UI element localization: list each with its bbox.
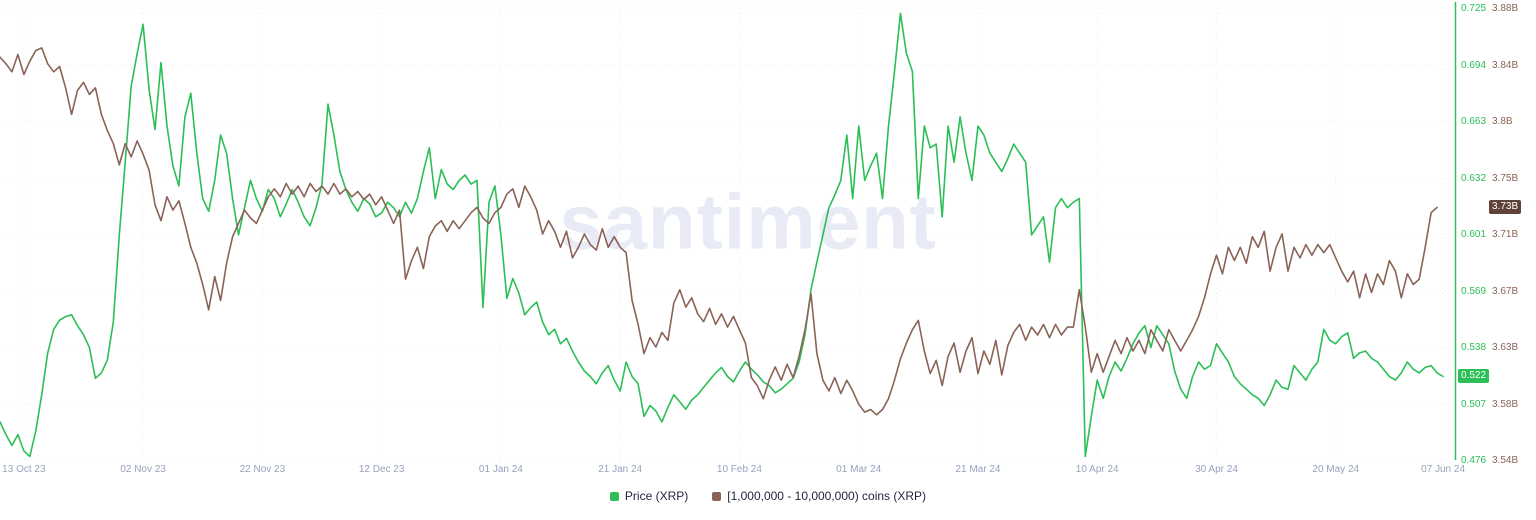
coins-tick-label: 3.63B xyxy=(1492,342,1519,353)
price-tick-label: 0.507 xyxy=(1461,398,1487,410)
price-current-value-badge: 0.522 xyxy=(1458,369,1490,384)
price-tick-label: 0.663 xyxy=(1461,116,1487,127)
date-tick-label: 21 Jan 24 xyxy=(598,464,643,475)
legend-label-coins: [1,000,000 - 10,000,000) coins (XRP) xyxy=(727,489,927,503)
coins-tick-label: 3.67B xyxy=(1492,285,1519,297)
price-tick-label: 0.725 xyxy=(1461,3,1487,14)
legend-label-price: Price (XRP) xyxy=(624,489,689,503)
date-tick-label: 12 Dec 23 xyxy=(358,464,405,475)
date-tick-label: 30 Apr 24 xyxy=(1195,464,1238,475)
legend: Price (XRP) [1,000,000 - 10,000,000) coi… xyxy=(0,489,1536,503)
coins-tick-label: 3.75B xyxy=(1492,172,1519,184)
date-tick-label: 02 Nov 23 xyxy=(120,464,166,475)
coins-tick-label: 3.54B xyxy=(1492,455,1519,466)
coins-series-swatch xyxy=(712,491,722,501)
coins-tick-label: 3.8B xyxy=(1492,116,1513,127)
coins-tick-label: 3.84B xyxy=(1492,59,1519,71)
coins-tick-label: 3.71B xyxy=(1492,229,1519,240)
coins-tick-label: 3.58B xyxy=(1492,398,1519,410)
coins-current-value-badge: 3.73B xyxy=(1489,200,1522,215)
date-tick-label: 10 Apr 24 xyxy=(1075,464,1119,475)
date-tick-label: 22 Nov 23 xyxy=(239,464,286,475)
legend-item-price[interactable]: Price (XRP) xyxy=(609,489,689,503)
price-tick-label: 0.476 xyxy=(1461,455,1487,466)
price-tick-label: 0.632 xyxy=(1461,172,1487,184)
price-tick-label: 0.538 xyxy=(1461,342,1487,353)
price-series-swatch xyxy=(609,491,619,501)
date-tick-label: 20 May 24 xyxy=(1312,464,1360,475)
date-tick-label: 10 Feb 24 xyxy=(716,464,762,475)
date-tick-label: 21 Mar 24 xyxy=(955,464,1001,475)
coins-tick-label: 3.88B xyxy=(1492,3,1519,14)
price-tick-label: 0.694 xyxy=(1461,59,1487,71)
date-tick-label: 13 Oct 23 xyxy=(2,464,46,475)
price-tick-label: 0.601 xyxy=(1461,229,1487,240)
legend-item-coins[interactable]: [1,000,000 - 10,000,000) coins (XRP) xyxy=(712,489,926,503)
date-tick-label: 01 Jan 24 xyxy=(478,464,523,475)
date-tick-label: 01 Mar 24 xyxy=(836,464,882,475)
price-tick-label: 0.569 xyxy=(1461,285,1487,297)
date-tick-label: 07 Jun 24 xyxy=(1421,464,1466,475)
